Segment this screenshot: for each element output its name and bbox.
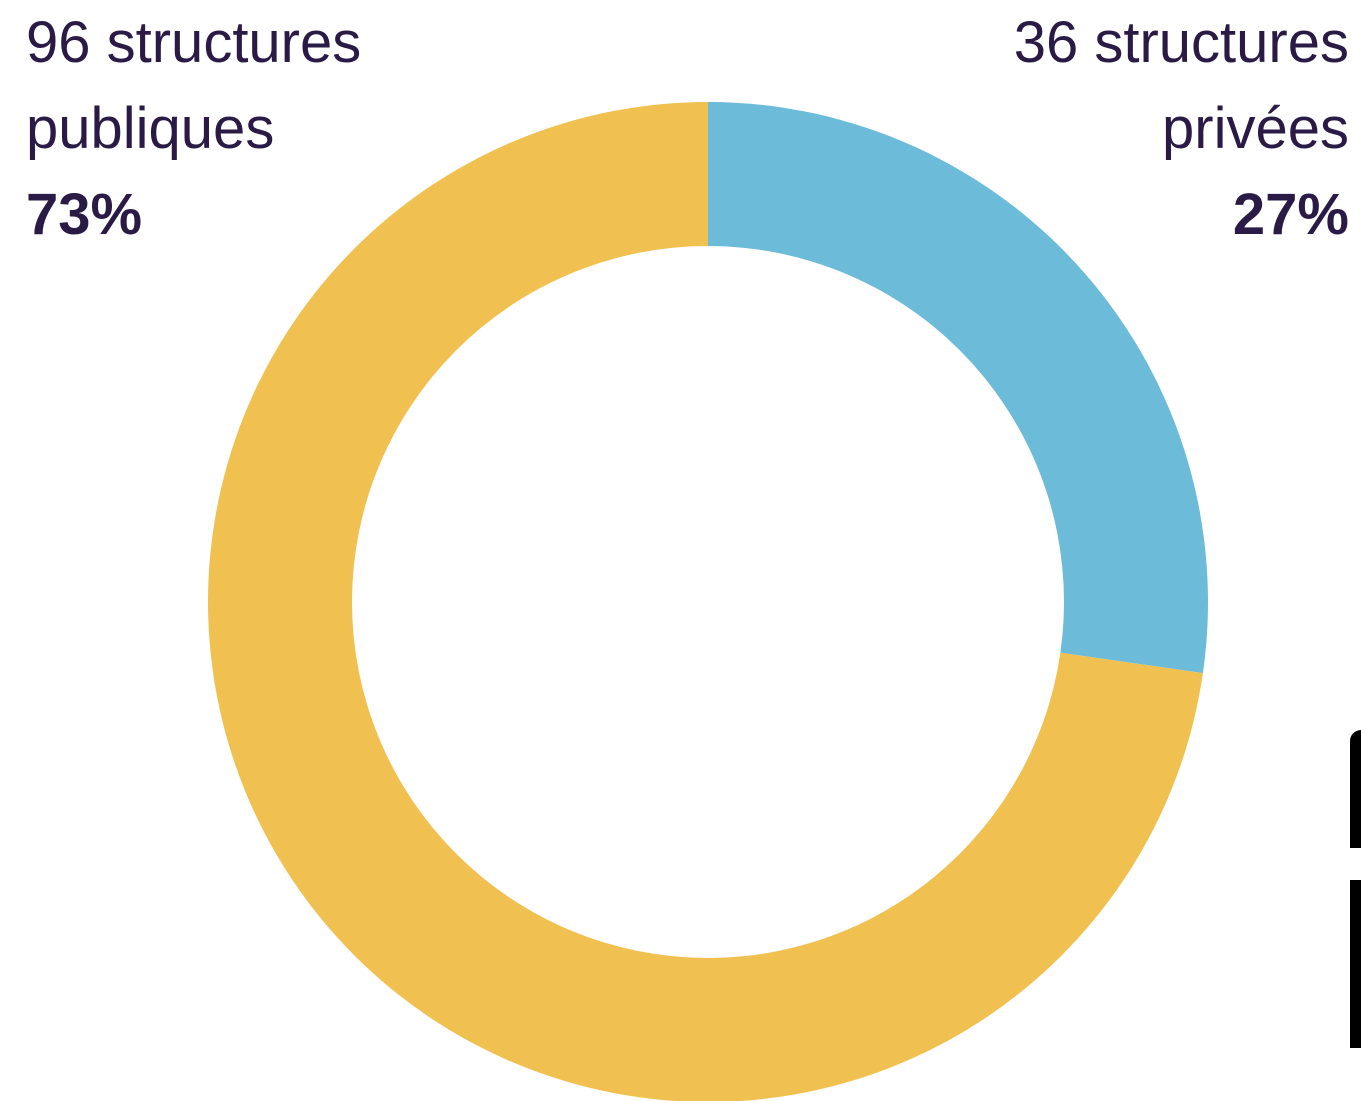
- donut-hole: [352, 246, 1064, 958]
- slice-label-publiques: 96 structures publiques 73%: [26, 0, 361, 258]
- slice-label-privees-percent: 27%: [1232, 182, 1349, 247]
- slice-label-privees: 36 structures privées 27%: [1014, 0, 1349, 258]
- slice-label-publiques-percent: 73%: [26, 182, 143, 247]
- slice-label-privees-count: 36 structures: [1013, 10, 1349, 75]
- slice-label-privees-name: privées: [1162, 96, 1349, 161]
- slice-label-publiques-count: 96 structures: [26, 10, 362, 75]
- cropped-edge-shape-top: [1350, 730, 1361, 848]
- slice-label-publiques-name: publiques: [26, 96, 275, 161]
- cropped-edge-shape-bottom: [1350, 880, 1361, 1048]
